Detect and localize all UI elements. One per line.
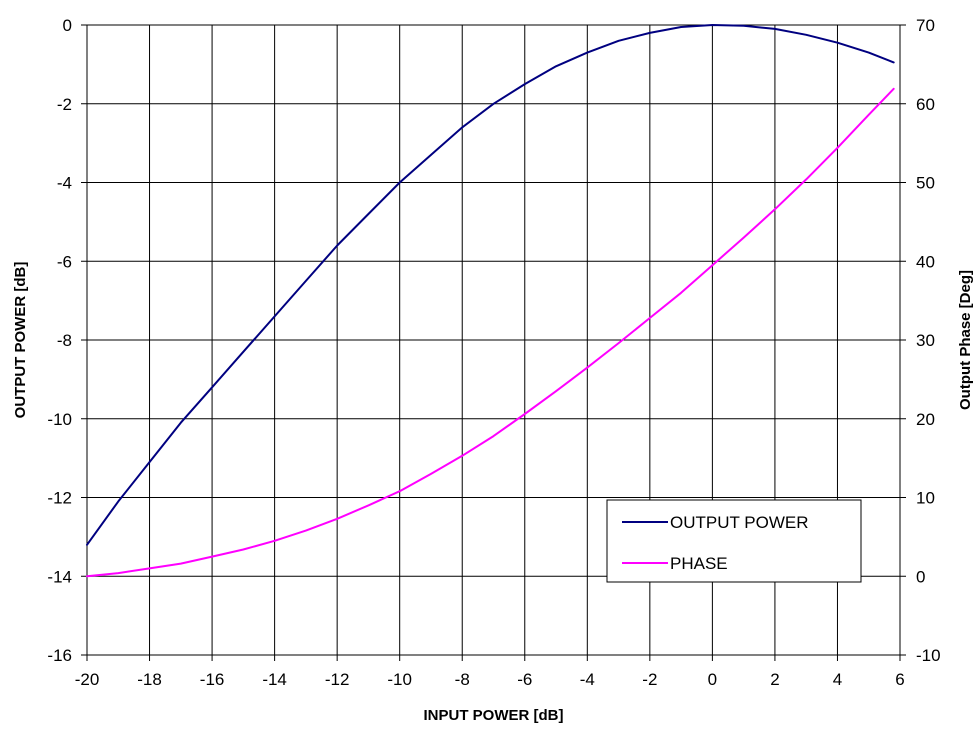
y2-tick-label: 50 (916, 174, 935, 193)
x-axis-ticks: -20 -18 -16 -14 -12 -10 -8 -6 -4 -2 0 2 4 6 (75, 655, 905, 689)
y2-tick-label: 30 (916, 331, 935, 350)
x-tick-label: -16 (200, 670, 225, 689)
x-tick-label: 2 (770, 670, 779, 689)
x-tick-label: 4 (833, 670, 842, 689)
legend-label-output-power: OUTPUT POWER (670, 513, 809, 532)
y2-tick-label: 0 (916, 567, 925, 586)
x-tick-label: -4 (580, 670, 595, 689)
y-axis-title: OUTPUT POWER [dB] (12, 262, 29, 419)
series-group (86, 24, 895, 578)
x-tick-label: -14 (262, 670, 287, 689)
x-axis-title: INPUT POWER [dB] (424, 707, 564, 724)
y-tick-label: -16 (47, 646, 72, 665)
y2-axis-title: Output Phase [Deg] (957, 270, 974, 410)
y-tick-label: -2 (57, 95, 72, 114)
x-tick-label: -10 (387, 670, 412, 689)
y2-axis-ticks: 70 60 50 40 30 20 10 0 -10 (900, 16, 941, 665)
series-line-phase (86, 87, 895, 578)
y2-tick-label: 60 (916, 95, 935, 114)
y2-tick-label: 10 (916, 489, 935, 508)
y-tick-label: -12 (47, 489, 72, 508)
x-tick-label: -12 (325, 670, 350, 689)
y-tick-label: -4 (57, 174, 72, 193)
y2-tick-label: -10 (916, 646, 941, 665)
y-tick-label: -6 (57, 252, 72, 271)
y-tick-label: -8 (57, 331, 72, 350)
y-tick-label: 0 (63, 16, 72, 35)
y2-tick-label: 20 (916, 410, 935, 429)
x-tick-label: -20 (75, 670, 100, 689)
x-tick-label: -2 (642, 670, 657, 689)
x-tick-label: -18 (137, 670, 162, 689)
x-tick-label: -8 (455, 670, 470, 689)
x-tick-label: 0 (708, 670, 717, 689)
legend-label-phase: PHASE (670, 554, 728, 573)
y-tick-label: -14 (47, 567, 72, 586)
y2-tick-label: 70 (916, 16, 935, 35)
y2-tick-label: 40 (916, 252, 935, 271)
y-axis-ticks: 0 -2 -4 -6 -8 -10 -12 -14 -16 (47, 16, 87, 665)
legend: OUTPUT POWER PHASE (606, 499, 862, 583)
x-tick-label: 6 (895, 670, 904, 689)
legend-box (606, 499, 862, 583)
x-tick-label: -6 (517, 670, 532, 689)
series-line-output-power (86, 24, 895, 546)
y-tick-label: -10 (47, 410, 72, 429)
